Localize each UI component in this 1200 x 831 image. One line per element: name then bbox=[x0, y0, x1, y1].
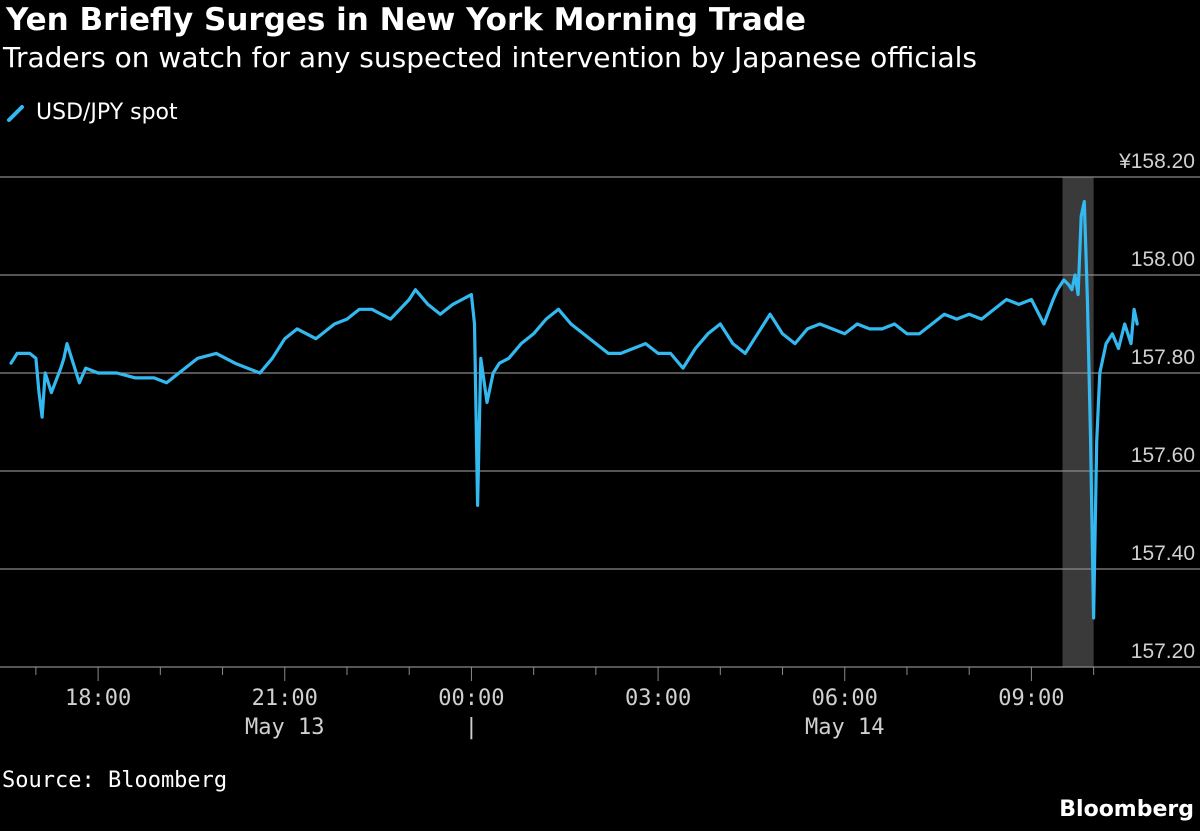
y-tick-label: 157.20 bbox=[1131, 640, 1195, 663]
x-tick-label: 09:00 bbox=[998, 686, 1064, 711]
x-date-label: | bbox=[465, 715, 478, 740]
x-tick-label: 03:00 bbox=[625, 686, 691, 711]
bloomberg-logo: Bloomberg bbox=[1059, 797, 1194, 822]
x-tick-label: 21:00 bbox=[252, 686, 318, 711]
y-tick-label: 157.40 bbox=[1131, 542, 1195, 565]
chart-subtitle: Traders on watch for any suspected inter… bbox=[3, 41, 977, 74]
y-tick-label: 157.80 bbox=[1131, 346, 1195, 369]
x-date-label: May 13 bbox=[245, 715, 324, 740]
x-date-label: May 14 bbox=[805, 715, 884, 740]
x-tick-label: 06:00 bbox=[812, 686, 878, 711]
y-tick-label: 157.60 bbox=[1131, 444, 1195, 467]
y-tick-label: 158.00 bbox=[1131, 248, 1195, 271]
x-tick-label: 18:00 bbox=[65, 686, 131, 711]
line-chart: ¥158.20 158.00 157.80 157.60 157.40 157.20 18:… bbox=[0, 150, 1200, 740]
y-tick-label: ¥158.20 bbox=[1118, 150, 1195, 173]
legend-label: USD/JPY spot bbox=[36, 100, 178, 125]
x-tick-label: 00:00 bbox=[438, 686, 504, 711]
source-note: Source: Bloomberg bbox=[2, 768, 228, 793]
chart-title: Yen Briefly Surges in New York Morning T… bbox=[6, 2, 807, 38]
legend-line-swatch-icon bbox=[7, 104, 24, 122]
series-line-usd-jpy bbox=[9, 199, 1139, 620]
chart-legend: USD/JPY spot bbox=[6, 100, 178, 125]
